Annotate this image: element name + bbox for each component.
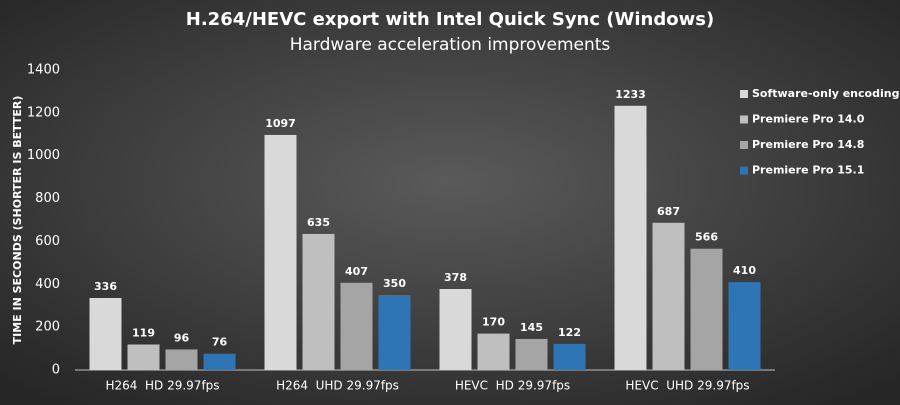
y-tick-label: 600 [35,234,60,249]
y-tick-label: 400 [35,277,60,292]
legend-label: Software-only encoding [752,87,899,100]
chart-title: H.264/HEVC export with Intel Quick Sync … [186,9,714,30]
value-label: 350 [383,277,406,290]
bar [614,105,647,371]
y-tick-label: 200 [35,320,60,335]
bar [89,298,122,370]
bar [515,338,548,370]
bar [264,134,297,370]
legend-swatch [740,141,748,149]
value-label: 1233 [615,88,646,101]
value-label: 378 [444,271,467,284]
x-tick-label: H264 UHD 29.97fps [276,379,399,393]
y-tick-label: 800 [35,191,60,206]
bar [127,344,160,370]
x-tick-label: HEVC UHD 29.97fps [625,379,749,393]
value-label: 122 [558,326,581,339]
value-label: 76 [212,336,228,349]
bar [553,343,586,370]
y-tick-label: 1200 [27,105,60,120]
y-tick-label: 1400 [27,63,60,78]
bar [439,289,472,370]
value-label: 635 [307,216,330,229]
value-label: 407 [345,265,368,278]
bar [340,282,373,370]
legend-label: Premiere Pro 15.1 [752,164,864,177]
value-label: 119 [132,327,155,340]
value-label: 336 [94,280,117,293]
bar [690,248,723,370]
value-label: 566 [695,231,718,244]
legend-swatch [740,115,748,124]
chart-subtitle: Hardware acceleration improvements [290,35,611,55]
bar [165,349,198,370]
y-tick-label: 1000 [27,148,60,163]
value-label: 96 [174,331,190,344]
x-tick-label: H264 HD 29.97fps [105,379,219,393]
legend-label: Premiere Pro 14.8 [752,138,864,151]
y-axis-label: TIME IN SECONDS (SHORTER IS BETTER) [11,96,24,345]
bar [378,295,411,370]
bar [302,233,335,370]
value-label: 1097 [265,117,296,130]
bar [652,222,685,370]
legend-swatch [740,90,748,98]
legend-label: Premiere Pro 14.0 [752,113,865,126]
value-label: 410 [733,264,756,277]
bar [203,353,236,370]
value-label: 145 [520,321,543,334]
x-tick-label: HEVC HD 29.97fps [455,379,570,393]
value-label: 687 [657,205,680,218]
y-tick-label: 0 [52,363,60,378]
legend-swatch [740,166,748,175]
value-label: 170 [482,316,505,329]
bar [728,282,761,370]
bar [477,333,510,370]
